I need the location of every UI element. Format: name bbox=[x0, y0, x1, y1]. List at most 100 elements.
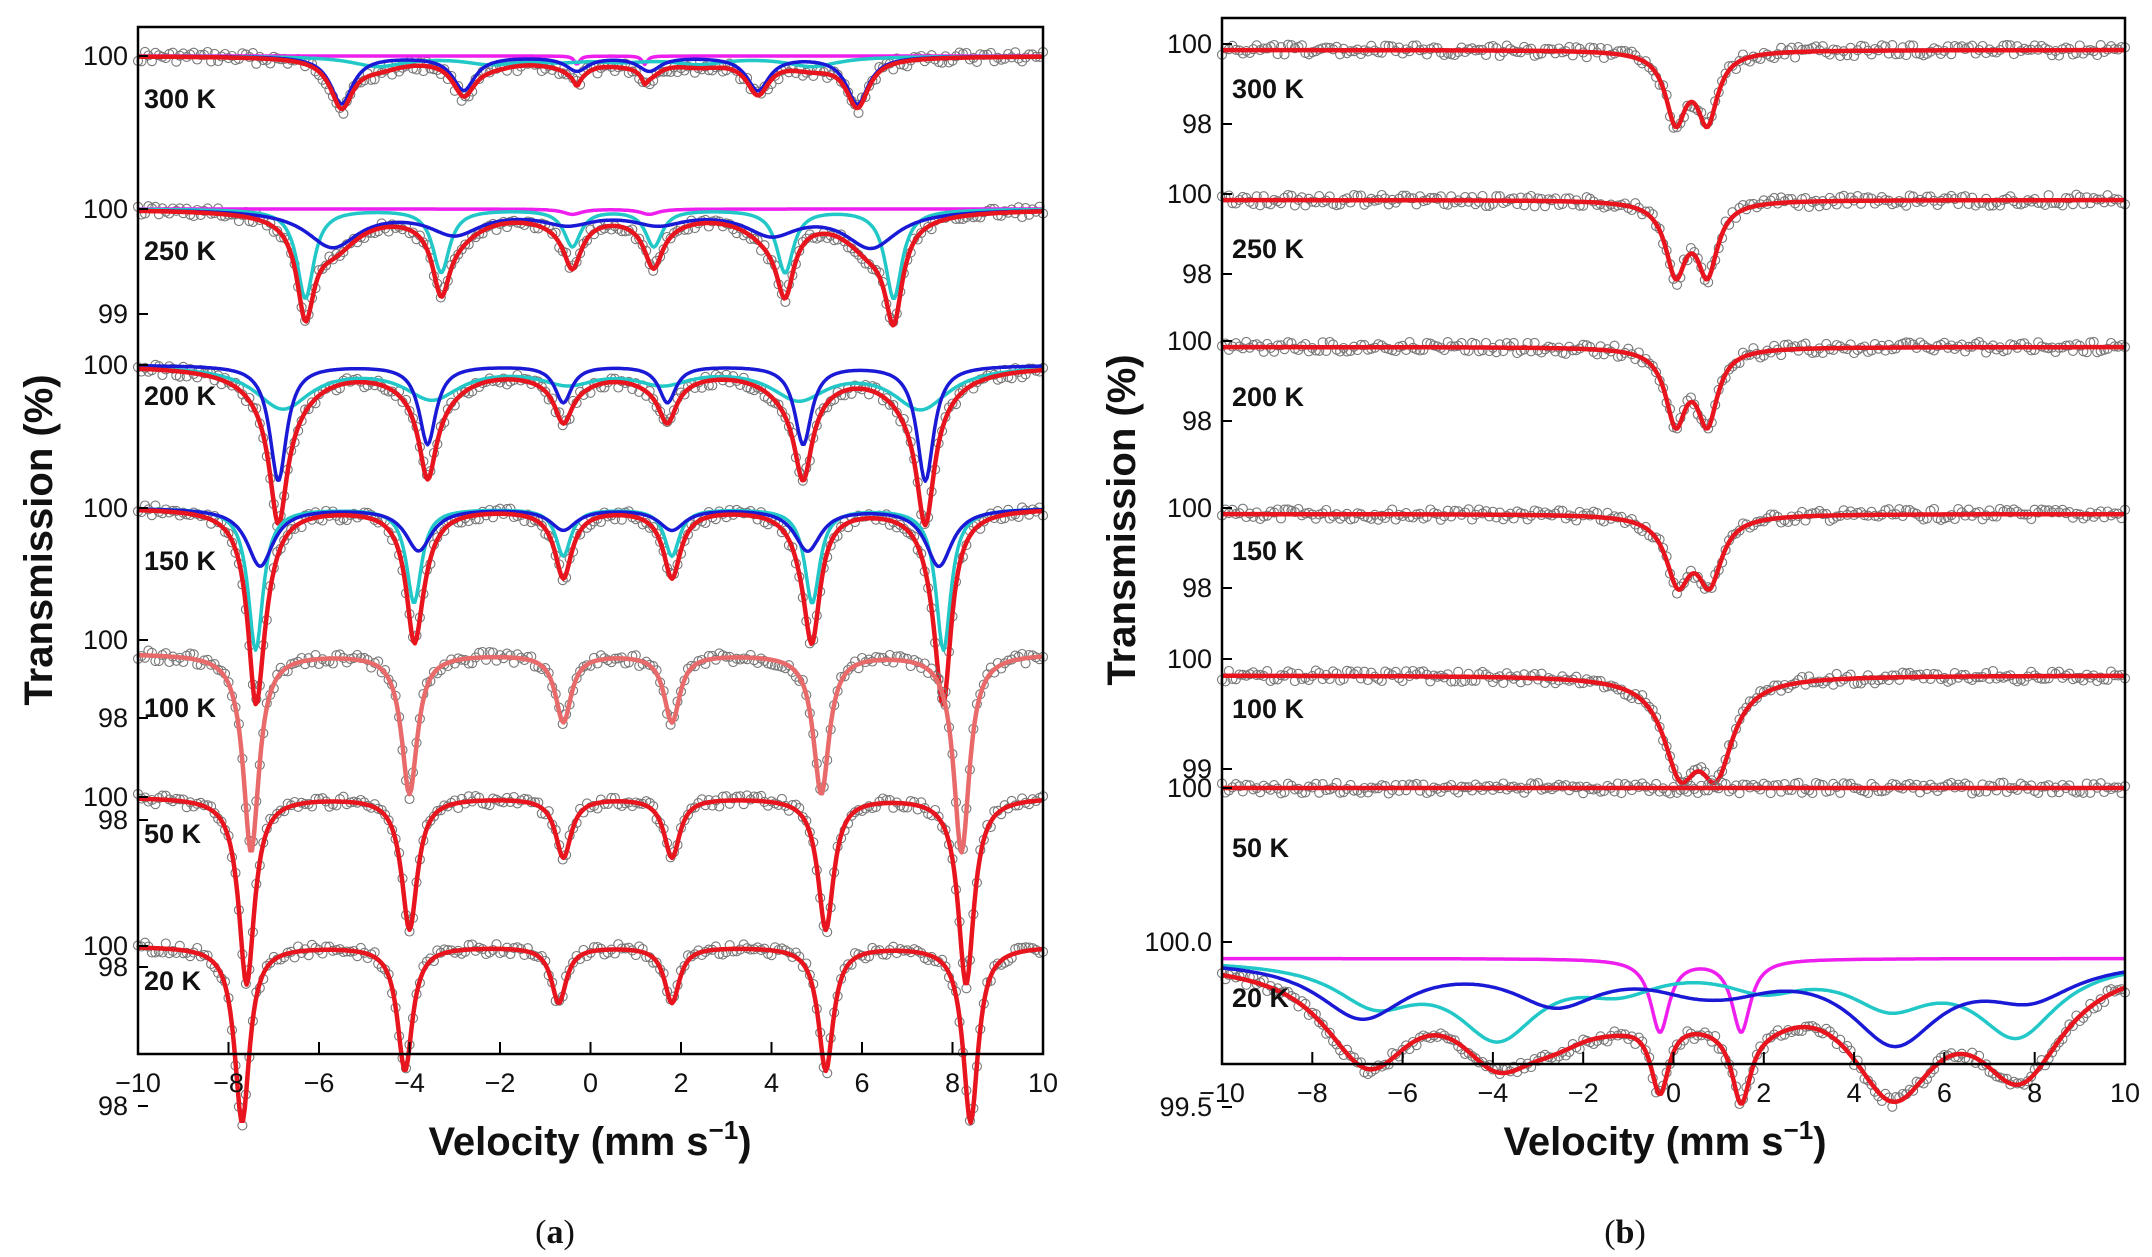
y-tick-label: 98 bbox=[1182, 573, 1212, 603]
data-point bbox=[665, 233, 676, 244]
y-tick-label: 100 bbox=[83, 493, 128, 523]
total-fit-curve bbox=[137, 366, 1044, 528]
data-point bbox=[428, 811, 439, 822]
x-tick-label: 4 bbox=[1847, 1078, 1862, 1108]
data-point bbox=[286, 524, 297, 535]
spectrum-250k: 100 98 250 K bbox=[1167, 179, 2131, 290]
cyan-subspectrum-curve bbox=[138, 207, 1043, 301]
x-tick-label: −6 bbox=[304, 1068, 335, 1098]
y-tick-label: 100.0 bbox=[1144, 927, 1212, 957]
total-fit-curve bbox=[137, 652, 1044, 855]
y-tick-label: 99 bbox=[98, 299, 128, 329]
cyan-subspectrum-curve bbox=[1221, 963, 2126, 1044]
y-tick-label: 100 bbox=[83, 41, 128, 71]
x-tick-label: −8 bbox=[1297, 1078, 1328, 1108]
total-fit-curve bbox=[1221, 197, 2126, 282]
data-point bbox=[916, 227, 927, 239]
y-tick-label: 98 bbox=[98, 952, 128, 982]
total-fit-curve bbox=[1221, 511, 2126, 592]
temperature-label: 20 K bbox=[1232, 983, 1290, 1013]
y-tick-label: 98 bbox=[1182, 406, 1212, 436]
data-point bbox=[268, 813, 279, 824]
spectrum-100k: 100 99 100 K bbox=[1167, 644, 2131, 791]
total-fit-curve bbox=[137, 796, 1044, 987]
spectrum-150k: 100 98 150 K bbox=[1167, 493, 2131, 603]
temperature-label: 100 K bbox=[1232, 694, 1305, 724]
data-point bbox=[1644, 358, 1655, 369]
x-tick-label: −6 bbox=[1387, 1078, 1418, 1108]
x-tick-label: −2 bbox=[1568, 1078, 1599, 1108]
data-point bbox=[1317, 1019, 1328, 1030]
blue-subspectrum-curve bbox=[138, 507, 1044, 569]
data-point bbox=[460, 239, 471, 250]
spectrum-200k: 100 98 200 K bbox=[1167, 326, 2131, 436]
y-tick-label: 100 bbox=[1167, 493, 1212, 523]
total-fit-curve bbox=[1221, 344, 2126, 431]
cyan-subspectrum-curve bbox=[137, 366, 1044, 412]
spectrum-300k: 100 300 K bbox=[83, 41, 1049, 119]
blue-subspectrum-curve bbox=[1221, 966, 2126, 1049]
temperature-label: 300 K bbox=[1232, 74, 1305, 104]
panel-a-y-axis-title: Transmission (%) bbox=[17, 374, 61, 705]
data-point bbox=[209, 808, 220, 819]
panel-a-label: (a) bbox=[535, 1214, 575, 1251]
x-tick-label: −10 bbox=[1199, 1078, 1245, 1108]
y-tick-label: 100 bbox=[83, 194, 128, 224]
x-tick-label: −4 bbox=[394, 1068, 425, 1098]
data-point bbox=[320, 260, 332, 271]
x-tick-label: 6 bbox=[854, 1068, 869, 1098]
data-point bbox=[1838, 1043, 1849, 1054]
total-fit-curve bbox=[137, 507, 1044, 707]
x-tick-label: 0 bbox=[1666, 1078, 1681, 1108]
temperature-label: 200 K bbox=[1232, 382, 1305, 412]
data-point bbox=[536, 520, 547, 531]
y-tick-label: 100 bbox=[1167, 29, 1212, 59]
y-tick-label: 100 bbox=[1167, 179, 1212, 209]
y-tick-label: 98 bbox=[1182, 259, 1212, 289]
y-tick-label: 100 bbox=[83, 782, 128, 812]
cyan-subspectrum-curve bbox=[138, 54, 1043, 69]
total-fit-curve bbox=[137, 208, 1044, 328]
panel-b-x-axis: −10 −8 −6 −4 −2 0 2 4 6 8 10 bbox=[1199, 1052, 2140, 1108]
temperature-label: 250 K bbox=[1232, 234, 1305, 264]
y-tick-label: 98 bbox=[1182, 109, 1212, 139]
y-tick-label: 98 bbox=[98, 1091, 128, 1121]
y-tick-label: 100 bbox=[1167, 326, 1212, 356]
data-point bbox=[1727, 60, 1738, 71]
temperature-label: 300 K bbox=[144, 84, 217, 114]
x-tick-label: 2 bbox=[1756, 1078, 1771, 1108]
blue-subspectrum-curve bbox=[138, 364, 1043, 483]
y-tick-label: 100 bbox=[83, 350, 128, 380]
magenta-subspectrum-curve bbox=[1222, 956, 2125, 1034]
total-fit-curve bbox=[1221, 47, 2126, 130]
temperature-label: 250 K bbox=[144, 236, 217, 266]
spectrum-250k: 100 99 250 K bbox=[83, 194, 1049, 329]
temperature-label: 50 K bbox=[1232, 833, 1290, 863]
y-tick-label: 100 bbox=[83, 625, 128, 655]
temperature-label: 150 K bbox=[1232, 536, 1305, 566]
x-tick-label: −8 bbox=[213, 1068, 244, 1098]
total-fit-curve bbox=[1221, 673, 2126, 786]
temperature-label: 200 K bbox=[144, 381, 217, 411]
y-tick-label: 100 bbox=[1167, 773, 1212, 803]
magenta-subspectrum-curve bbox=[138, 207, 1043, 217]
x-tick-label: 10 bbox=[2110, 1078, 2140, 1108]
temperature-label: 50 K bbox=[144, 819, 202, 849]
x-tick-label: −4 bbox=[1478, 1078, 1509, 1108]
x-tick-label: 10 bbox=[1028, 1068, 1058, 1098]
x-tick-label: 8 bbox=[945, 1068, 960, 1098]
total-fit-curve bbox=[137, 54, 1044, 112]
y-tick-label: 100 bbox=[1167, 644, 1212, 674]
x-tick-label: 8 bbox=[2027, 1078, 2042, 1108]
data-point bbox=[272, 808, 283, 819]
y-tick-label: 98 bbox=[98, 805, 128, 835]
spectrum-150k: 100 98 150 K bbox=[83, 493, 1049, 733]
